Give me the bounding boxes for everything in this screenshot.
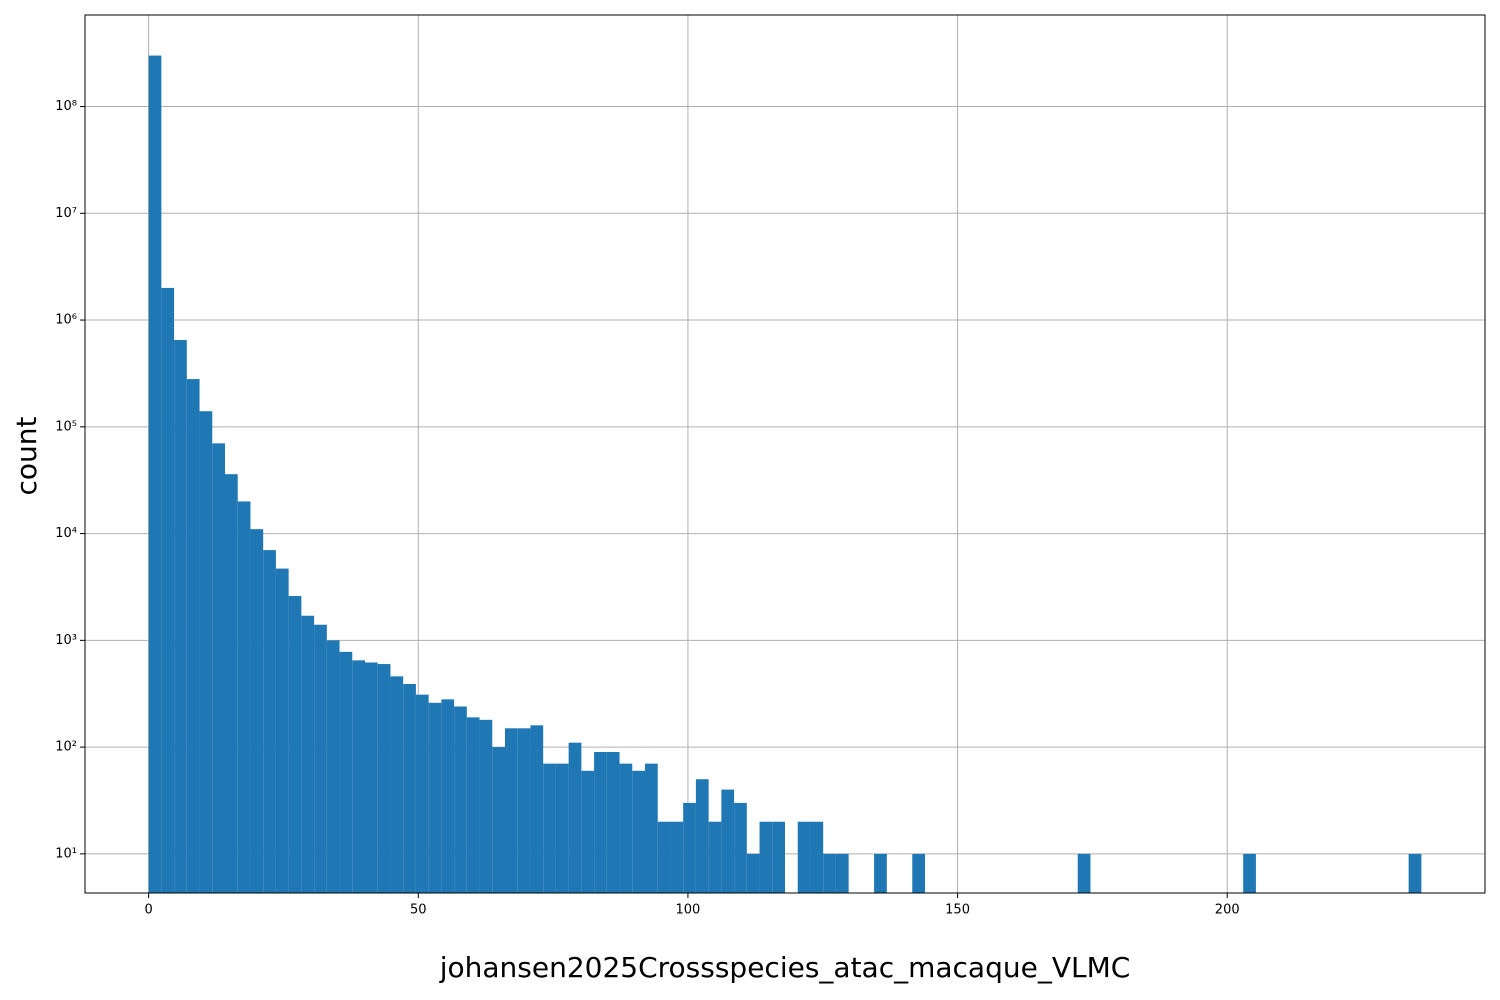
bar xyxy=(823,853,836,893)
bar xyxy=(810,821,824,893)
bar xyxy=(912,853,925,893)
bar-layer xyxy=(148,55,1422,894)
bar xyxy=(301,615,315,893)
y-tick-label: 10⁸ xyxy=(55,99,77,114)
tick-layer: 0 50 100 150 200 10¹ 10² 10³ 10⁴ 10⁵ 10⁶ 10⁷ 10⁸ xyxy=(55,99,1239,917)
bar xyxy=(275,568,289,893)
bar xyxy=(161,287,175,894)
bar xyxy=(1408,853,1422,893)
bar xyxy=(721,789,735,893)
bar xyxy=(619,763,633,893)
bar xyxy=(530,725,544,893)
y-tick-label: 10³ xyxy=(55,633,77,648)
bar xyxy=(339,651,353,893)
y-tick-label: 10⁷ xyxy=(55,206,77,221)
bar xyxy=(288,596,302,893)
bar xyxy=(314,624,327,893)
bar xyxy=(746,853,760,893)
y-tick-label: 10⁶ xyxy=(55,313,77,328)
y-axis-label: count xyxy=(10,416,43,495)
x-tick-label: 200 xyxy=(1215,903,1240,918)
bar xyxy=(555,763,569,893)
bar xyxy=(734,802,747,893)
bar xyxy=(835,853,849,893)
bar xyxy=(759,821,773,893)
bar xyxy=(199,411,213,893)
bar xyxy=(645,763,658,893)
bar xyxy=(505,728,518,893)
bar xyxy=(390,676,404,893)
plot-frame xyxy=(84,14,1486,894)
x-tick-label: 0 xyxy=(144,903,152,918)
bar xyxy=(1243,853,1256,893)
y-tick-label: 10² xyxy=(55,740,77,755)
bar xyxy=(797,821,811,893)
bar xyxy=(594,751,607,893)
bar xyxy=(543,763,556,893)
bar xyxy=(441,699,455,893)
bar xyxy=(670,821,684,893)
bar xyxy=(148,55,162,894)
bar xyxy=(415,694,429,893)
bar xyxy=(568,742,582,893)
y-tick-label: 10⁵ xyxy=(55,419,77,434)
y-tick-label: 10⁴ xyxy=(55,526,77,541)
bar xyxy=(225,474,238,893)
bar xyxy=(365,662,378,893)
bar xyxy=(657,821,671,893)
bar xyxy=(606,751,620,893)
bar xyxy=(403,684,416,893)
x-tick-label: 100 xyxy=(676,903,701,918)
bar xyxy=(874,853,887,893)
bar xyxy=(1077,853,1091,893)
bar xyxy=(695,779,709,893)
bar xyxy=(326,640,340,893)
bar xyxy=(581,770,595,893)
bar xyxy=(479,719,493,893)
bar xyxy=(250,529,264,893)
x-axis-label: johansen2025Crossspecies_atac_macaque_VL… xyxy=(439,951,1131,984)
bar xyxy=(174,340,187,894)
bar xyxy=(186,379,200,894)
bar xyxy=(632,770,645,893)
bar xyxy=(492,747,505,893)
bar xyxy=(212,443,225,893)
x-tick-label: 50 xyxy=(410,903,427,918)
bar xyxy=(517,728,531,893)
bar xyxy=(772,821,785,893)
bar xyxy=(466,717,480,893)
x-tick-label: 150 xyxy=(945,903,970,918)
bar xyxy=(377,664,391,893)
y-tick-label: 10¹ xyxy=(55,846,77,861)
bar xyxy=(708,821,722,893)
bar xyxy=(352,660,365,893)
bar xyxy=(683,802,696,893)
bar xyxy=(428,702,442,893)
bar xyxy=(263,550,276,893)
bar xyxy=(237,501,251,893)
bar xyxy=(454,706,467,893)
